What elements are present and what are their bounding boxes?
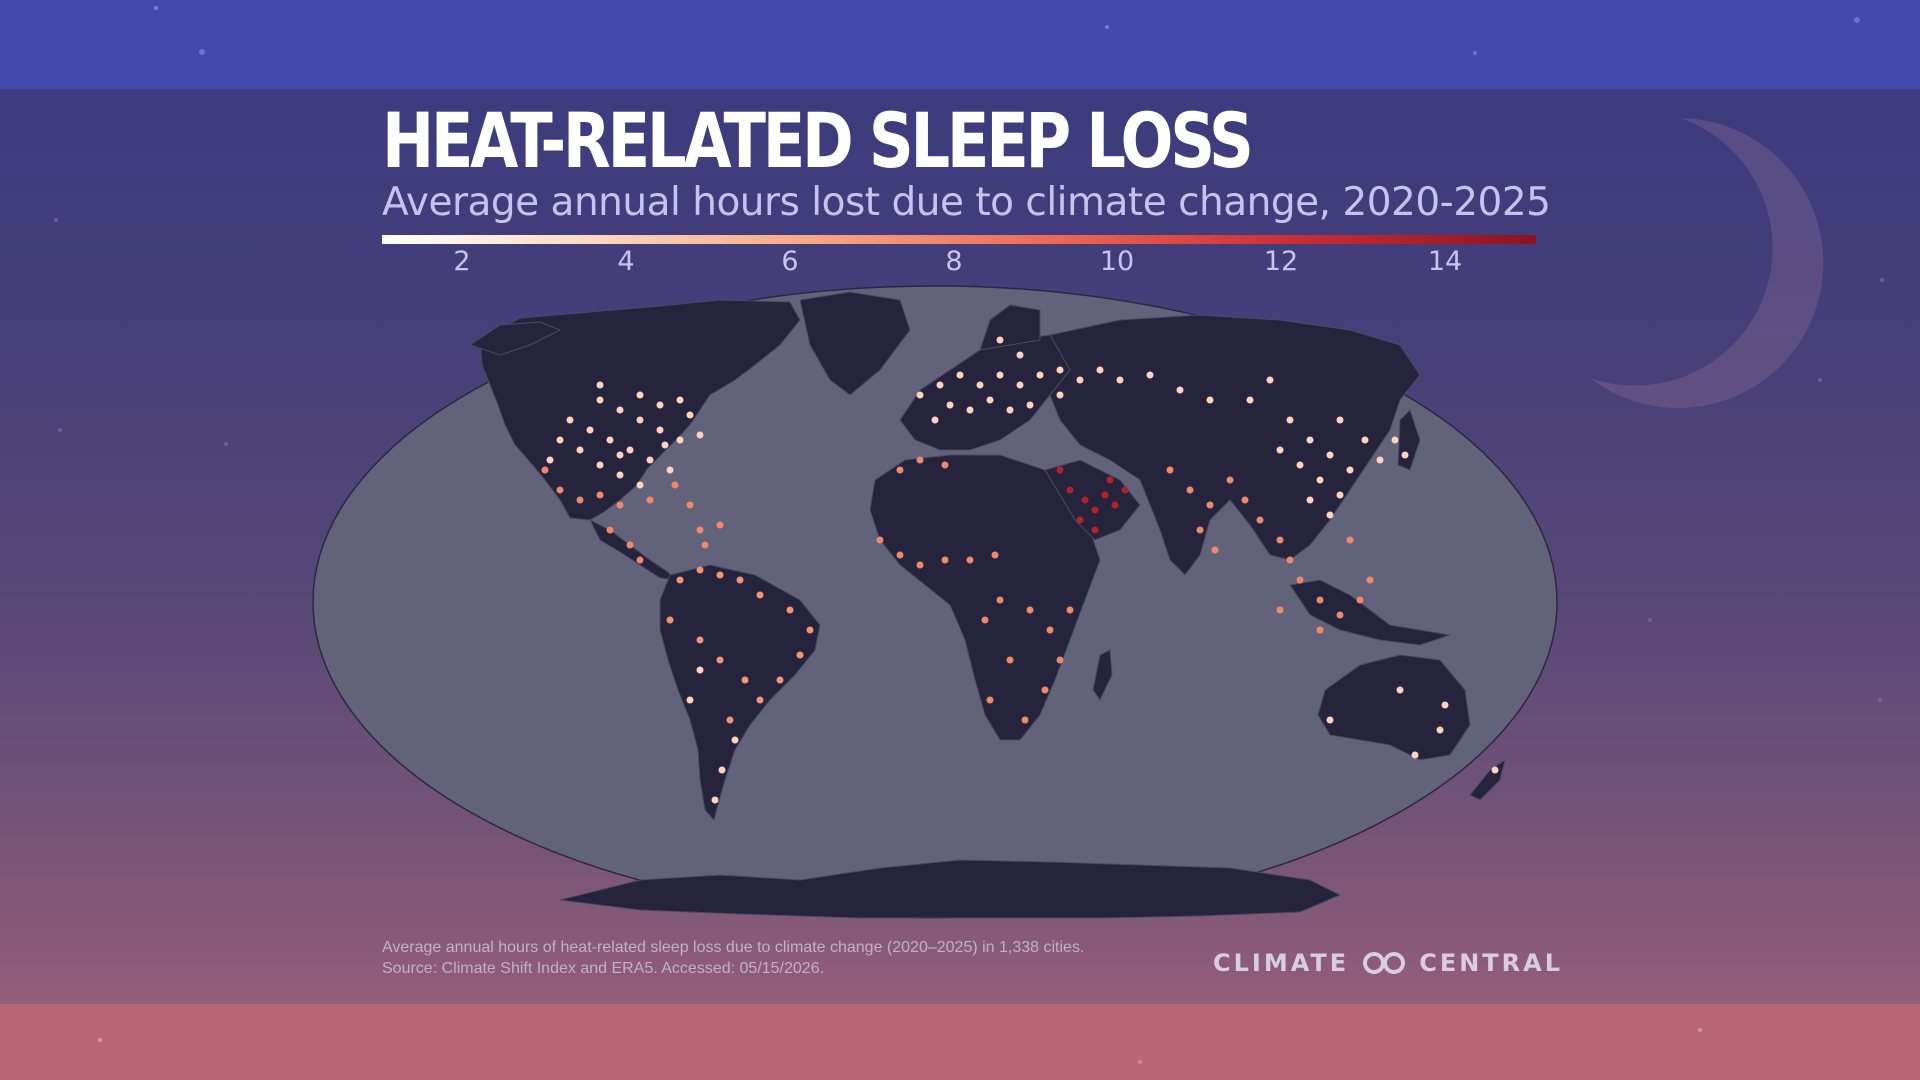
legend-tick-12: 12 <box>1263 246 1299 277</box>
land-south-america <box>659 564 821 822</box>
points-asia-light <box>1146 371 1409 519</box>
legend-tick-8: 8 <box>945 246 963 277</box>
points-north-america-mid <box>541 466 724 564</box>
color-scale-ticks: 2 4 6 8 10 12 14 <box>382 246 1536 286</box>
land-southeast-asia-islands <box>1289 579 1451 646</box>
legend-tick-10: 10 <box>1099 246 1135 277</box>
land-asia <box>1049 314 1421 576</box>
color-scale-bar <box>382 235 1536 244</box>
land-arabia <box>1044 459 1141 541</box>
land-antarctica <box>559 859 1342 919</box>
footnote-line-2: Source: Climate Shift Index and ERA5. Ac… <box>382 960 825 977</box>
brand-word-2: CENTRAL <box>1419 949 1564 977</box>
land-africa <box>869 454 1101 741</box>
climate-central-logo: CLIMATE CENTRAL <box>1213 949 1563 977</box>
brand-word-1: CLIMATE <box>1213 949 1350 977</box>
points-south-america-light <box>686 666 739 804</box>
double-ring-logo-icon <box>1363 952 1406 974</box>
legend-tick-6: 6 <box>781 246 799 277</box>
top-band <box>0 0 1920 89</box>
legend-tick-4: 4 <box>617 246 635 277</box>
points-asia-mid <box>1166 466 1374 634</box>
points-africa <box>876 456 1074 724</box>
land-australia <box>1317 654 1471 761</box>
world-map <box>312 285 1558 919</box>
moon-icon <box>1590 118 1824 408</box>
landmasses <box>468 291 1506 919</box>
land-new-zealand <box>1469 758 1506 801</box>
page-title: HEAT-RELATED SLEEP LOSS <box>382 96 1254 185</box>
city-points <box>541 336 1499 804</box>
land-scandinavia <box>979 304 1041 351</box>
points-middle-east <box>1056 466 1129 534</box>
footnote-line-1: Average annual hours of heat-related sle… <box>382 939 1085 956</box>
land-alaska <box>468 321 562 356</box>
legend-tick-2: 2 <box>453 246 471 277</box>
page-subtitle: Average annual hours lost due to climate… <box>382 180 1551 225</box>
points-europe <box>916 336 1124 424</box>
points-north-america <box>546 381 704 489</box>
points-south-america <box>666 566 814 724</box>
footnote: Average annual hours of heat-related sle… <box>382 937 1182 979</box>
bottom-band <box>0 1004 1920 1080</box>
land-madagascar <box>1092 649 1113 701</box>
land-greenland <box>799 291 911 396</box>
land-north-america <box>479 299 801 521</box>
legend-tick-14: 14 <box>1427 246 1463 277</box>
points-oceania <box>1326 686 1499 774</box>
